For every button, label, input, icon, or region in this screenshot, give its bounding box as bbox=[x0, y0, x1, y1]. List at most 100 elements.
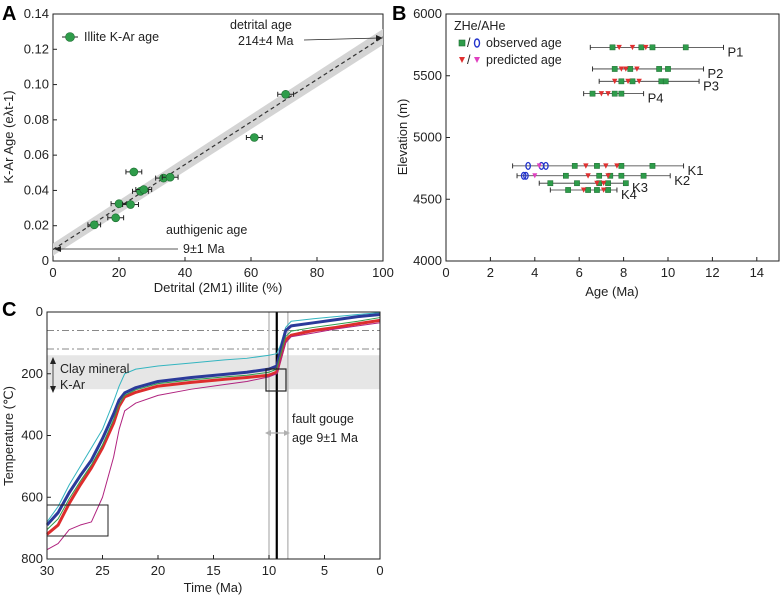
zhe-observed-marker bbox=[605, 187, 611, 193]
panel-b-xtick-label: 8 bbox=[620, 265, 627, 280]
clay-band-arrowhead-down bbox=[50, 386, 56, 393]
zhe-predicted-marker bbox=[625, 78, 631, 85]
panel-a-xtick-label: 60 bbox=[244, 265, 258, 280]
zhe-observed-marker bbox=[563, 172, 569, 179]
ahe-predicted-marker bbox=[532, 173, 538, 179]
detrital-age-value: 214±4 Ma bbox=[238, 34, 294, 48]
ahe-observed-marker bbox=[520, 171, 527, 180]
panel-c-xtick-label: 20 bbox=[151, 563, 165, 578]
zhe-predicted-marker bbox=[629, 44, 636, 51]
panel-b-ytick-label: 5000 bbox=[413, 130, 442, 145]
zhe-predicted-marker bbox=[605, 91, 611, 97]
panel-b-xtick-label: 12 bbox=[705, 265, 719, 280]
zhe-observed-marker bbox=[682, 44, 689, 51]
zhe-predicted-marker bbox=[612, 78, 618, 85]
zhe-predicted-marker bbox=[616, 44, 622, 51]
authigenic-age-title: authigenic age bbox=[166, 223, 247, 237]
panel-b-ytick-label: 4000 bbox=[413, 253, 442, 268]
panel-c-xtick-label: 10 bbox=[262, 563, 276, 578]
path-upper-envelope bbox=[46, 312, 381, 523]
path-upper-best bbox=[45, 312, 381, 527]
zhe-observed-marker bbox=[596, 172, 603, 179]
zhe-observed-marker bbox=[638, 44, 645, 51]
zhe-observed-marker bbox=[618, 172, 625, 179]
zhe-observed-marker bbox=[611, 66, 618, 72]
zhe-predicted-marker bbox=[636, 78, 642, 85]
panel-b-xtick-label: 6 bbox=[576, 265, 583, 280]
zhe-predicted-marker bbox=[605, 173, 611, 179]
panel-c-xtick-label: 25 bbox=[95, 563, 109, 578]
zhe-predicted-marker bbox=[598, 91, 605, 97]
panel-b-xtick-label: 0 bbox=[442, 265, 449, 280]
panel-a-xtick-label: 100 bbox=[372, 265, 394, 280]
legend-zhe-observed-marker bbox=[458, 39, 466, 47]
panel-a-ytick-label: 0.06 bbox=[24, 147, 49, 162]
panel-a-ytick-label: 0.04 bbox=[24, 182, 49, 197]
detrital-age-arrow-line bbox=[303, 37, 380, 41]
zhe-observed-marker bbox=[665, 66, 671, 72]
zhe-observed-marker bbox=[618, 163, 625, 169]
clay-kar-label: K-Ar bbox=[60, 378, 85, 392]
panel-c-xtick-label: 5 bbox=[321, 563, 328, 578]
zhe-observed-marker bbox=[649, 163, 656, 169]
zhe-predicted-marker bbox=[623, 66, 629, 72]
panel-a-ytick-label: 0 bbox=[42, 253, 49, 268]
path-lower-envelope bbox=[46, 322, 381, 551]
zhe-observed-marker bbox=[640, 172, 647, 179]
panel-c-label: C bbox=[2, 299, 16, 321]
panel-b-xtick-label: 14 bbox=[750, 265, 764, 280]
zhe-observed-marker bbox=[622, 180, 629, 187]
zhe-observed-marker bbox=[618, 78, 625, 85]
data-point bbox=[114, 199, 124, 208]
path-green bbox=[46, 317, 381, 531]
panel-c-chart: 30 25 20 15 10 5 0 0 200 400 600 800 Clay mineral K… bbox=[1, 304, 384, 595]
zhe-observed-marker bbox=[594, 187, 600, 193]
data-point bbox=[126, 200, 135, 209]
gouge-constraint-box bbox=[265, 368, 287, 392]
sample-label-p4: P4 bbox=[648, 91, 664, 106]
sample-label-k4: K4 bbox=[621, 187, 637, 202]
panel-a-ytick-label: 0.10 bbox=[24, 77, 49, 92]
panel-b-xtick-label: 10 bbox=[661, 265, 675, 280]
detrital-age-title: detrital age bbox=[230, 18, 292, 32]
zhe-observed-marker bbox=[649, 44, 656, 51]
panel-b-label: B bbox=[392, 3, 406, 25]
zhe-observed-marker bbox=[565, 187, 571, 193]
panel-a-chart: 0 20 40 60 80 100 0 0.02 0.04 0.06 0.08 0.10 0.12 0.1… bbox=[1, 6, 394, 295]
panel-a-ytick-label: 0.08 bbox=[24, 112, 49, 127]
panel-c-ylabel: Temperature (℃) bbox=[1, 386, 16, 486]
panel-a-ylabel: K-Ar Age (eλt-1) bbox=[1, 90, 16, 183]
legend-slash-2: / bbox=[467, 53, 471, 67]
zhe-observed-marker bbox=[662, 78, 669, 85]
panel-a-xtick-label: 80 bbox=[310, 265, 324, 280]
panel-b-xtick-label: 4 bbox=[531, 265, 538, 280]
sample-label-p2: P2 bbox=[708, 66, 724, 81]
legend-ahe-predicted-marker bbox=[474, 57, 480, 63]
confidence-band bbox=[53, 28, 383, 256]
panel-a-xtick-label: 40 bbox=[178, 265, 192, 280]
legend-slash-1: / bbox=[467, 36, 471, 50]
ahe-observed-marker bbox=[523, 171, 529, 180]
data-point bbox=[129, 167, 139, 177]
fault-gouge-label: fault gouge bbox=[292, 412, 354, 426]
zhe-observed-marker bbox=[609, 44, 616, 51]
zhe-predicted-marker bbox=[583, 163, 589, 169]
clay-band-arrowhead-up bbox=[50, 357, 56, 364]
panel-b-ytick-label: 6000 bbox=[413, 6, 442, 21]
zhe-observed-marker bbox=[589, 90, 596, 97]
panel-b-ylabel: Elevation (m) bbox=[395, 99, 410, 176]
gouge-range-arrowhead-left bbox=[265, 430, 271, 436]
zhe-predicted-marker bbox=[580, 187, 587, 193]
panel-c-ytick-label: 200 bbox=[21, 366, 43, 381]
panel-a-ytick-label: 0.12 bbox=[24, 41, 49, 56]
zhe-predicted-marker bbox=[600, 187, 607, 193]
panel-b-ytick-label: 4500 bbox=[413, 191, 442, 206]
legend-zhe-predicted-marker bbox=[459, 57, 465, 63]
zhe-observed-marker bbox=[605, 180, 611, 187]
zhe-predicted-marker bbox=[600, 180, 607, 186]
zhe-observed-marker bbox=[547, 180, 554, 187]
panel-a-frame bbox=[52, 13, 384, 262]
panel-a-label: A bbox=[2, 3, 16, 25]
